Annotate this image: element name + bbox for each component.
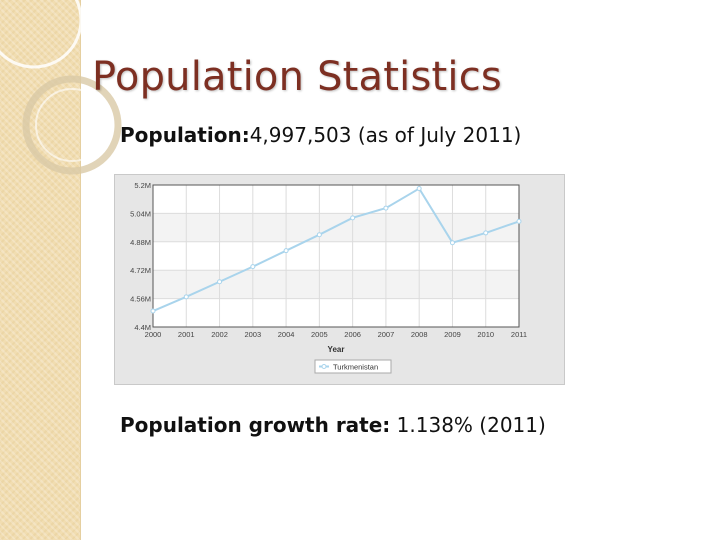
y-tick-label: 4.88M (130, 238, 151, 247)
decorative-circles (0, 0, 122, 175)
data-point (483, 230, 489, 236)
data-point (350, 215, 356, 221)
x-tick-label: 2006 (344, 330, 361, 339)
x-tick-label: 2000 (145, 330, 162, 339)
y-tick-label: 4.56M (130, 295, 151, 304)
legend-marker (321, 364, 327, 369)
x-axis-label: Year (328, 345, 345, 354)
population-value: 4,997,503 (as of July 2011) (249, 123, 522, 147)
grid-band (153, 270, 519, 299)
plot-border (152, 184, 520, 328)
x-tick-label: 2007 (378, 330, 395, 339)
y-tick-label: 4.72M (130, 266, 151, 275)
y-tick-label: 5.2M (134, 181, 151, 190)
growth-rate-line: Population growth rate: 1.138% (2011) (120, 413, 546, 437)
y-tick-label: 5.04M (130, 209, 151, 218)
x-tick-label: 2002 (211, 330, 228, 339)
growth-rate-label: Population growth rate: (120, 413, 391, 437)
growth-rate-value: 1.138% (2011) (390, 413, 546, 437)
legend-label: Turkmenistan (333, 363, 378, 372)
x-tick-label: 2001 (178, 330, 195, 339)
plot-area (153, 185, 519, 327)
data-point (449, 240, 455, 246)
population-line: Population:4,997,503 (as of July 2011) (120, 123, 521, 147)
y-tick-label: 4.4M (134, 323, 151, 332)
population-chart: 4.4M 4.56M 4.72M 4.88M 5.04M 5.2M 2000 2001 2002… (114, 174, 565, 385)
data-point (416, 186, 422, 192)
x-tick-label: 2009 (444, 330, 461, 339)
x-tick-label: 2011 (511, 330, 527, 339)
series-line-turkmenistan (152, 187, 520, 312)
x-tick-label: 2008 (411, 330, 428, 339)
grid-band (153, 213, 519, 242)
data-point (217, 279, 223, 285)
data-point (250, 264, 256, 270)
data-point (516, 218, 522, 224)
data-point (383, 205, 389, 211)
data-point (283, 248, 289, 254)
population-label: Population: (120, 123, 250, 147)
x-tick-label: 2004 (278, 330, 295, 339)
x-tick-label: 2005 (311, 330, 328, 339)
data-point (183, 294, 189, 300)
slide-title: Population Statistics (92, 54, 502, 100)
data-point (316, 232, 322, 238)
chart-svg: 4.4M 4.56M 4.72M 4.88M 5.04M 5.2M 2000 2001 2002… (130, 181, 527, 374)
data-point (150, 308, 156, 314)
x-tick-label: 2010 (477, 330, 494, 339)
x-tick-label: 2003 (244, 330, 261, 339)
legend-box (314, 359, 392, 374)
